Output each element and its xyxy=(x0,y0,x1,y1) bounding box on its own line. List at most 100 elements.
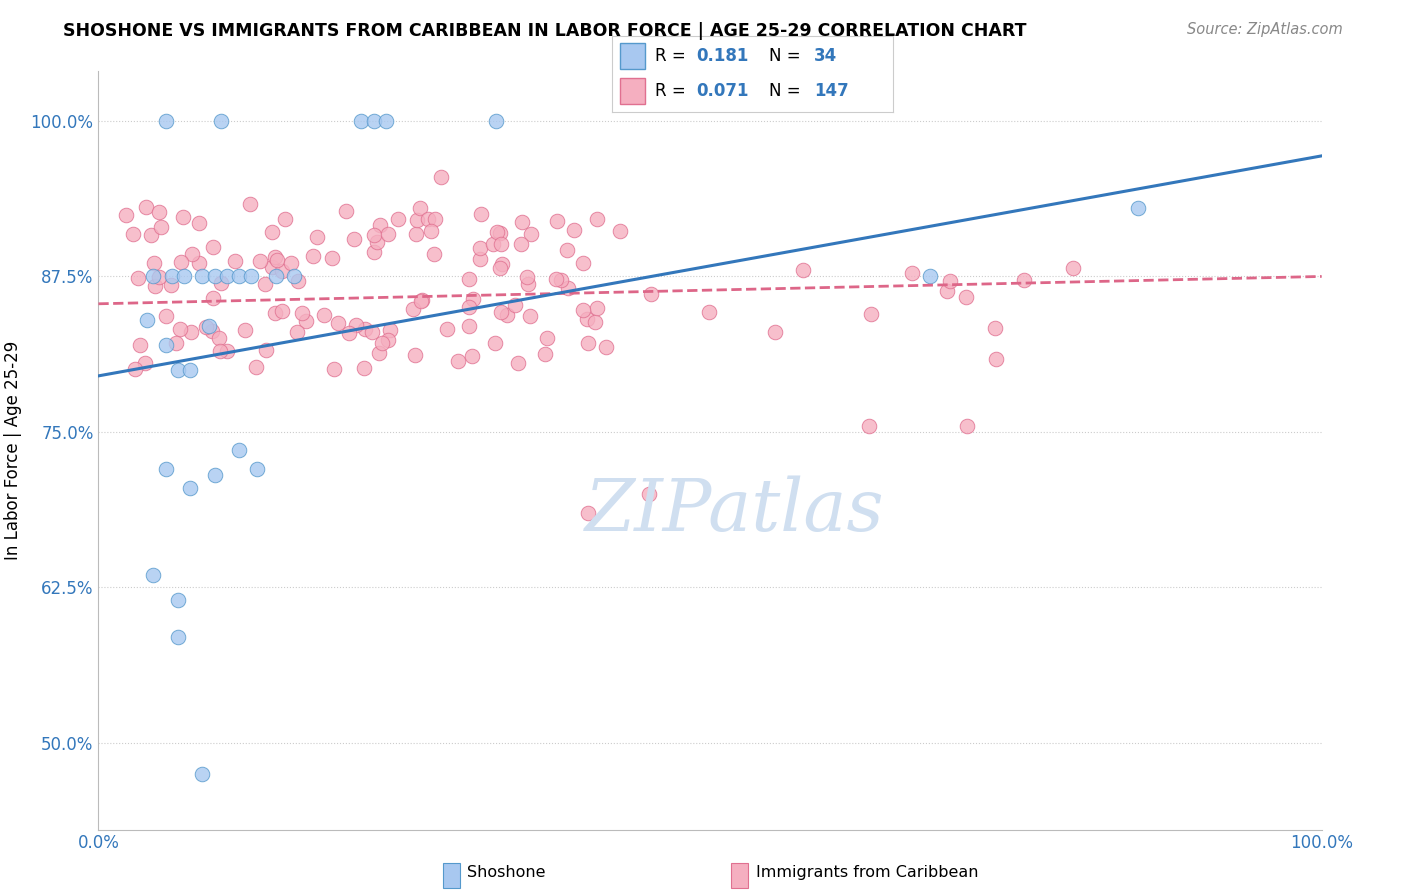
Point xyxy=(380,323,402,337)
Point xyxy=(367,345,389,359)
Point xyxy=(141,227,163,242)
Point xyxy=(354,322,377,336)
Point xyxy=(458,272,481,286)
Point xyxy=(228,443,250,458)
Point xyxy=(201,325,224,339)
Point xyxy=(416,212,439,227)
Point xyxy=(411,293,433,307)
Point xyxy=(763,325,786,339)
Point xyxy=(489,305,512,319)
Point xyxy=(366,235,388,249)
Point xyxy=(204,468,226,483)
Point xyxy=(955,290,977,304)
Point xyxy=(224,253,246,268)
Point xyxy=(510,237,533,252)
Point xyxy=(142,269,165,284)
Point xyxy=(266,253,288,268)
Bar xyxy=(620,44,645,69)
Point xyxy=(572,303,595,318)
Point xyxy=(536,331,558,345)
Point xyxy=(155,114,177,128)
Point xyxy=(406,213,429,227)
Point xyxy=(461,349,484,363)
Point xyxy=(191,269,214,284)
Point xyxy=(519,310,541,324)
Point xyxy=(155,462,177,476)
Point xyxy=(586,301,609,315)
Point xyxy=(371,336,394,351)
Point xyxy=(901,266,924,280)
Point xyxy=(423,212,446,227)
Point xyxy=(167,592,190,607)
Point xyxy=(468,241,491,255)
Point xyxy=(271,263,294,277)
Point xyxy=(249,254,271,268)
Point xyxy=(122,227,145,242)
Point xyxy=(411,294,433,309)
Point xyxy=(287,325,309,339)
Point xyxy=(128,338,150,352)
Point xyxy=(1128,201,1150,215)
Point xyxy=(233,323,256,337)
Point xyxy=(470,207,492,221)
Text: 147: 147 xyxy=(814,82,849,100)
Point xyxy=(555,243,578,257)
Point xyxy=(353,361,375,376)
Point xyxy=(264,269,287,284)
Point xyxy=(576,506,599,520)
Point xyxy=(170,255,193,269)
Text: 0.071: 0.071 xyxy=(696,82,748,100)
Point xyxy=(461,293,484,307)
Point xyxy=(484,335,506,350)
Point xyxy=(637,487,661,501)
Point xyxy=(135,200,157,214)
Point xyxy=(544,272,567,286)
Point xyxy=(264,250,287,264)
Point xyxy=(143,256,166,270)
Point xyxy=(368,219,391,233)
Point xyxy=(938,274,960,288)
Point xyxy=(228,269,250,284)
Point xyxy=(430,169,453,184)
Point xyxy=(344,318,367,332)
Point xyxy=(510,215,533,229)
Point xyxy=(169,322,191,336)
Point xyxy=(489,237,512,252)
Point xyxy=(405,227,427,241)
Point xyxy=(595,340,617,354)
Point xyxy=(402,301,425,316)
Point xyxy=(191,766,214,780)
Point xyxy=(792,263,814,277)
Point xyxy=(404,347,426,361)
Point xyxy=(202,240,225,254)
Point xyxy=(291,306,314,320)
Text: 0.181: 0.181 xyxy=(696,47,748,65)
Point xyxy=(571,256,593,270)
Point xyxy=(215,344,238,359)
Point xyxy=(302,249,325,263)
Point xyxy=(436,322,458,336)
Point xyxy=(936,284,959,298)
Point xyxy=(534,347,557,361)
Point xyxy=(984,320,1007,334)
Point xyxy=(240,269,263,284)
Point xyxy=(457,319,479,334)
Point xyxy=(321,252,343,266)
Point xyxy=(920,269,942,284)
Point xyxy=(287,274,309,288)
Point xyxy=(238,197,260,211)
Text: 34: 34 xyxy=(814,47,838,65)
Point xyxy=(1062,260,1084,275)
Point xyxy=(260,260,283,275)
Point xyxy=(517,277,540,291)
Point xyxy=(280,255,302,269)
Point xyxy=(576,335,599,350)
Point xyxy=(201,291,224,305)
Point xyxy=(508,356,530,370)
Y-axis label: In Labor Force | Age 25-29: In Labor Force | Age 25-29 xyxy=(4,341,22,560)
Point xyxy=(491,256,513,270)
Point xyxy=(457,301,479,315)
Point xyxy=(179,481,201,495)
Text: Source: ZipAtlas.com: Source: ZipAtlas.com xyxy=(1187,22,1343,37)
Text: R =: R = xyxy=(655,82,692,100)
